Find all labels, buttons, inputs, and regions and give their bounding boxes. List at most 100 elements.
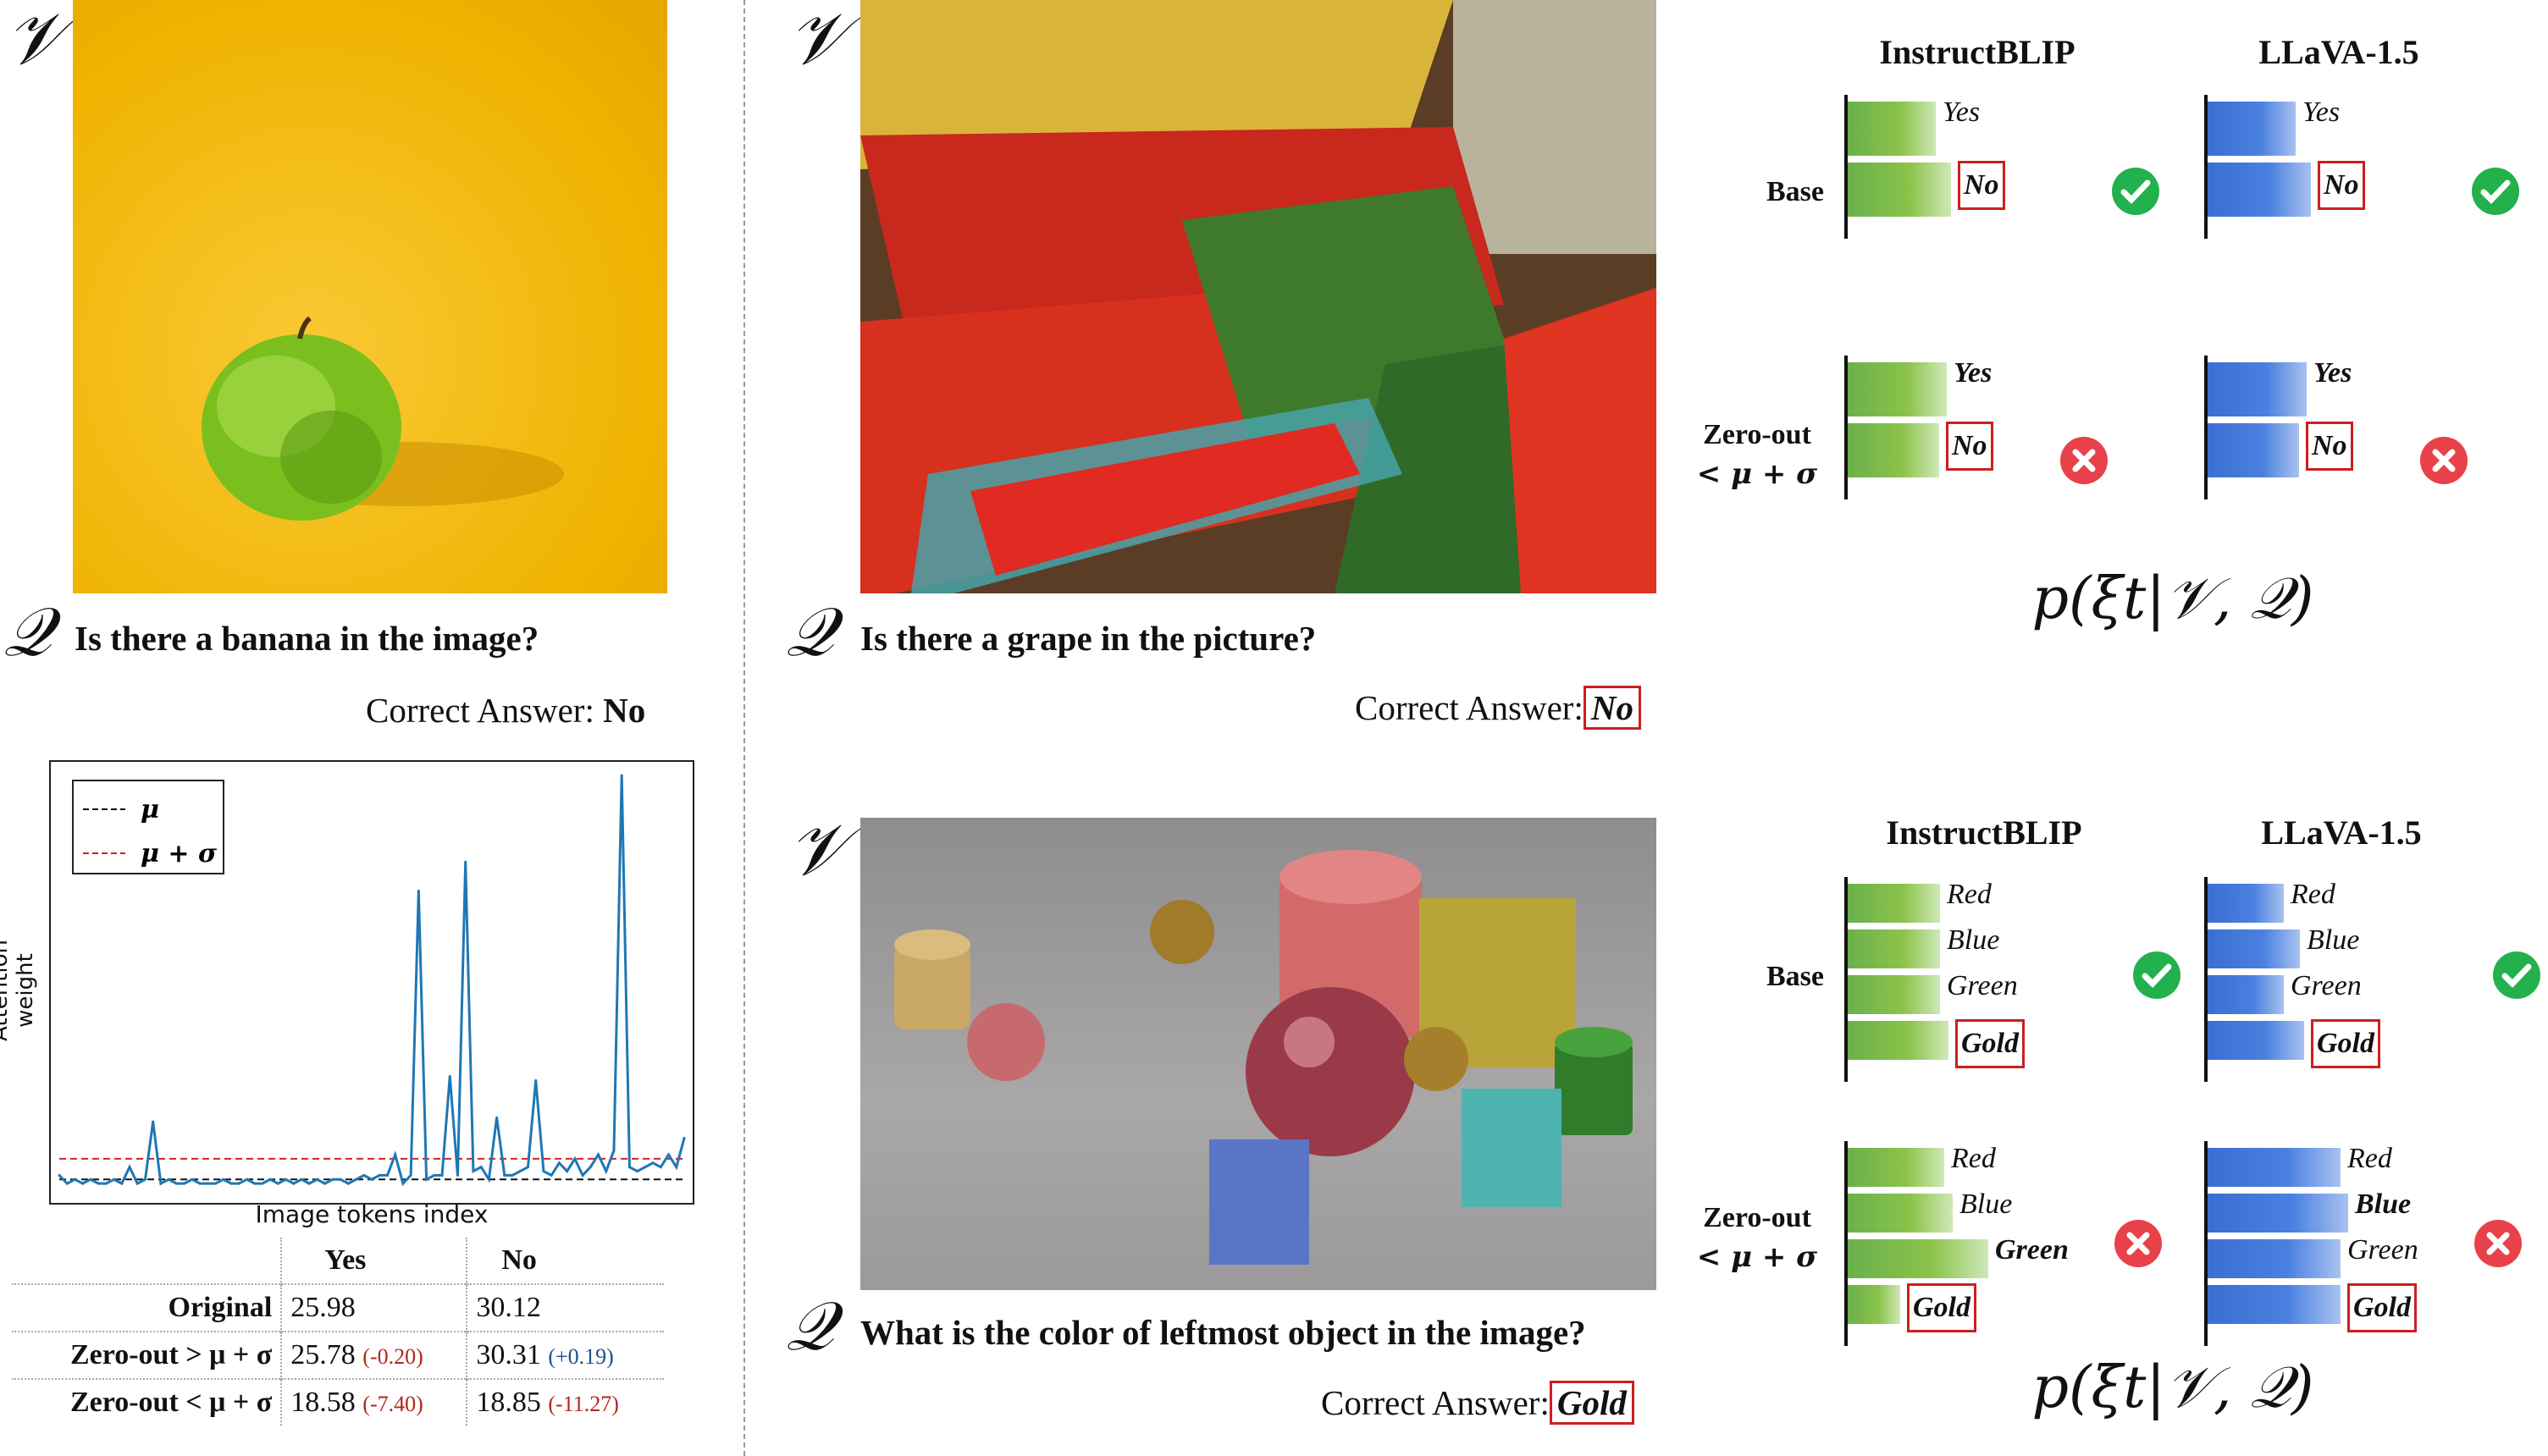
- question-symbol: 𝒬: [786, 1287, 835, 1365]
- bottom-zeroout-bar-label: Red: [1951, 1143, 1996, 1174]
- attention-point: [394, 1153, 397, 1156]
- top-base-check-icon: [2111, 167, 2160, 216]
- attention-point: [268, 1177, 272, 1181]
- clevr-scene-image: [860, 818, 1656, 1290]
- attention-point: [355, 1177, 358, 1181]
- attention-point: [518, 1170, 522, 1173]
- attention-point: [214, 1182, 217, 1185]
- correct-answer-label: Correct Answer:: [366, 691, 594, 730]
- question-symbol: 𝒬: [3, 593, 53, 671]
- attention-point: [237, 1182, 240, 1185]
- correct-answer-value: Gold: [1549, 1381, 1634, 1425]
- attention-point: [292, 1182, 296, 1185]
- bottom-zeroout-bar-gold: [2208, 1285, 2341, 1324]
- attention-point: [417, 889, 420, 892]
- attention-point: [104, 1182, 108, 1185]
- bottom-base-bar-label: Green: [2291, 970, 2362, 1001]
- top-zeroout-bar-label: No: [2306, 422, 2353, 471]
- bottom-base-axis: [2204, 877, 2208, 1082]
- bottom-base-bar-label: Gold: [1955, 1019, 2025, 1068]
- top-zeroout-cross-icon: [2059, 436, 2109, 485]
- attention-point: [636, 1170, 639, 1173]
- yes-delta: (-7.40): [362, 1392, 423, 1416]
- attention-point: [627, 1166, 631, 1169]
- bottom-zeroout-bar-label: Red: [2347, 1143, 2392, 1174]
- table-row: Zero-out > μ + σ 25.78 (-0.20) 30.31 (+0…: [12, 1331, 664, 1379]
- attention-point: [229, 1182, 233, 1185]
- attention-point: [425, 1177, 428, 1181]
- bottom-base-bar-label: Green: [1947, 970, 2018, 1001]
- bottom-base-bar-label: Red: [1947, 879, 1992, 910]
- bottom-base-bar-blue: [1848, 929, 1940, 968]
- correct-answer-line: Correct Answer: Gold: [1321, 1381, 1634, 1425]
- top-base-check-icon: [2471, 167, 2520, 216]
- clevr-scene-drawing: [894, 850, 1633, 1265]
- top-zeroout-bar-label: No: [1946, 422, 1993, 471]
- attention-point: [346, 1182, 350, 1185]
- model-title-instructblip: InstructBLIP: [1886, 813, 2082, 852]
- attention-point: [323, 1182, 327, 1185]
- no-value: 18.85: [476, 1387, 541, 1418]
- bottom-base-bar-green: [2208, 975, 2284, 1014]
- attention-point: [464, 860, 467, 863]
- attention-point: [370, 1177, 373, 1181]
- row-label: Zero-out > μ + σ: [12, 1331, 282, 1379]
- table-header-cell: [12, 1238, 281, 1284]
- question-symbol: 𝒬: [786, 593, 835, 671]
- bottom-base-bar-label: Red: [2291, 879, 2335, 910]
- bottom-zeroout-bar-label: Gold: [1907, 1283, 1976, 1332]
- attention-point: [300, 1177, 303, 1181]
- top-base-bar-label: No: [2318, 161, 2365, 210]
- visual-symbol: 𝒱: [5, 0, 66, 81]
- table-header-cell: No: [466, 1238, 664, 1284]
- row-label-base: Base: [1766, 961, 1824, 992]
- attention-point: [339, 1177, 342, 1181]
- attention-point: [401, 1182, 405, 1185]
- table-header-row: Yes No: [12, 1238, 664, 1284]
- attention-point: [651, 1161, 655, 1165]
- bottom-base-bar-blue: [2208, 929, 2300, 968]
- correct-answer-label: Correct Answer:: [1355, 688, 1584, 727]
- attention-point: [245, 1177, 248, 1181]
- bottom-zeroout-bar-label: Blue: [1959, 1189, 2013, 1220]
- bottom-base-bar-gold: [2208, 1021, 2304, 1060]
- attention-point: [143, 1177, 146, 1181]
- formula-bottom: p(ξt|𝒱, 𝒬): [2031, 1354, 2314, 1421]
- attention-point: [73, 1177, 76, 1181]
- attention-point: [644, 1166, 647, 1169]
- correct-answer-line: Correct Answer: No: [366, 690, 645, 731]
- attention-point: [285, 1177, 288, 1181]
- correct-answer-value: No: [603, 691, 646, 730]
- top-zeroout-bar-yes: [2208, 362, 2307, 416]
- top-base-bar-no: [1848, 163, 1951, 217]
- attention-point: [385, 1173, 389, 1177]
- top-base-bar-no: [2208, 163, 2311, 217]
- attention-point: [191, 1177, 194, 1181]
- top-base-axis: [2204, 95, 2208, 239]
- bottom-zeroout-cross-icon: [2473, 1219, 2523, 1268]
- attention-point: [89, 1177, 92, 1181]
- attention-point: [566, 1170, 569, 1173]
- model-title-instructblip: InstructBLIP: [1879, 33, 2075, 71]
- attention-point: [667, 1153, 671, 1156]
- attention-point: [573, 1157, 577, 1161]
- x-axis-label: Image tokens index: [255, 1200, 489, 1228]
- legend-label-mu-sigma: μ + σ: [141, 839, 218, 869]
- attention-point: [456, 1173, 459, 1177]
- model-title-llava: LLaVA-1.5: [2261, 813, 2422, 852]
- vegetable-market-drawing: [860, 0, 1656, 593]
- attention-point: [479, 1166, 483, 1169]
- apple-drawing: [202, 316, 564, 521]
- attention-point: [135, 1182, 139, 1185]
- no-delta: (+0.19): [548, 1344, 614, 1369]
- attention-point: [620, 774, 623, 777]
- table-header-cell: Yes: [280, 1238, 467, 1284]
- attention-point: [440, 1173, 444, 1177]
- attention-plot: μ μ + σ: [49, 760, 694, 1205]
- table-row: Zero-out < μ + σ 18.58 (-7.40) 18.85 (-1…: [12, 1378, 664, 1426]
- bottom-zeroout-bar-label: Gold: [2347, 1283, 2417, 1332]
- top-base-bar-label: Yes: [2302, 97, 2341, 128]
- top-zeroout-cross-icon: [2419, 436, 2468, 485]
- bottom-zeroout-bar-gold: [1848, 1285, 1900, 1324]
- correct-answer-value: No: [1583, 686, 1641, 730]
